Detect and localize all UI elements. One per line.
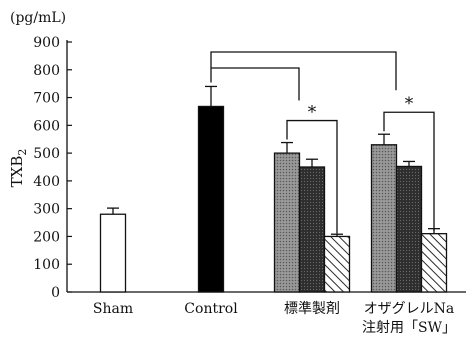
y-tick-label: 900 — [33, 35, 60, 51]
bar — [323, 235, 351, 293]
y-tick-label: 200 — [33, 229, 60, 245]
significance-star: * — [308, 103, 317, 123]
bar — [298, 166, 326, 293]
y-tick-labels: 0 100 200 300 400 500 600 700 800 900 — [33, 35, 60, 301]
category-label: 標準製剤 — [284, 301, 340, 317]
category-label: Sham — [93, 301, 133, 317]
comparison-bracket — [210, 51, 397, 91]
y-tick-label: 600 — [33, 118, 60, 134]
significance-bracket — [286, 119, 338, 234]
bar — [420, 233, 448, 293]
bar — [370, 144, 398, 293]
category-label: オザグレルNa — [364, 301, 455, 317]
y-tick-label: 400 — [33, 174, 60, 190]
y-tick-label: 100 — [33, 257, 60, 273]
y-axis-title-subscript: 2 — [16, 149, 29, 156]
bar — [197, 105, 225, 293]
y-axis-title-main: TXB — [8, 156, 26, 188]
y-tick-label: 800 — [33, 63, 60, 79]
significance-star: * — [405, 94, 414, 114]
y-tick-label: 500 — [33, 146, 60, 162]
bar — [99, 213, 127, 293]
brackets-layer: * * — [210, 51, 435, 234]
y-axis-title: TXB2 — [8, 149, 29, 188]
category-label-line2: 注射用「SW」 — [362, 320, 456, 336]
y-tick-label: 0 — [51, 285, 60, 301]
y-tick-label: 300 — [33, 202, 60, 218]
bar — [395, 165, 423, 293]
category-labels: Sham Control 標準製剤 オザグレルNa 注射用「SW」 — [93, 301, 456, 336]
bars-layer — [99, 85, 448, 293]
significance-bracket — [383, 111, 435, 231]
y-axis-unit: (pg/mL) — [10, 10, 66, 26]
category-label: Control — [184, 301, 238, 317]
comparison-bracket — [211, 67, 300, 101]
bar — [273, 152, 301, 293]
y-tick-label: 700 — [33, 91, 60, 107]
